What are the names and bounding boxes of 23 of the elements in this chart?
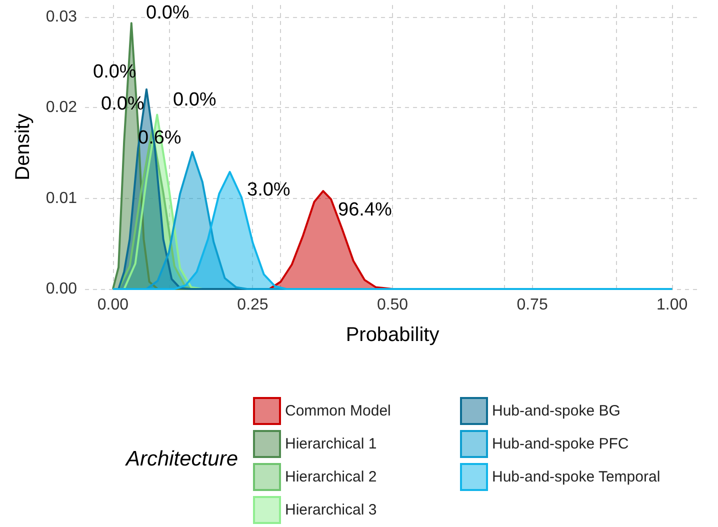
annotation: 0.0% bbox=[173, 90, 216, 110]
legend-title: Architecture bbox=[124, 448, 238, 470]
legend-label: Hierarchical 3 bbox=[285, 502, 377, 518]
annotation: 96.4% bbox=[338, 200, 392, 220]
y-tick-label: 0.00 bbox=[46, 280, 78, 298]
x-tick-label: 0.00 bbox=[97, 296, 129, 314]
y-axis-title: Density bbox=[12, 114, 34, 180]
legend-label: Hierarchical 2 bbox=[285, 468, 377, 486]
legend-label: Hub-and-spoke PFC bbox=[492, 436, 629, 452]
x-tick-label: 0.25 bbox=[237, 296, 268, 314]
x-tick-label: 0.50 bbox=[376, 296, 408, 314]
legend-label: Hierarchical 1 bbox=[285, 436, 377, 452]
legend-label: Hub-and-spoke Temporal bbox=[492, 468, 660, 486]
x-tick-label: 1.00 bbox=[656, 296, 688, 314]
y-tick-label: 0.02 bbox=[46, 99, 78, 116]
legend-label: Hub-and-spoke BG bbox=[492, 402, 620, 420]
y-tick-label: 0.03 bbox=[46, 8, 78, 26]
x-tick-label: 0.75 bbox=[516, 296, 548, 314]
x-axis-title: Probability bbox=[346, 324, 440, 346]
y-tick-label: 0.01 bbox=[46, 190, 78, 207]
annotation: 3.0% bbox=[247, 180, 290, 200]
annotation: 0.0% bbox=[146, 2, 190, 24]
legend-label: Common Model bbox=[285, 402, 391, 420]
